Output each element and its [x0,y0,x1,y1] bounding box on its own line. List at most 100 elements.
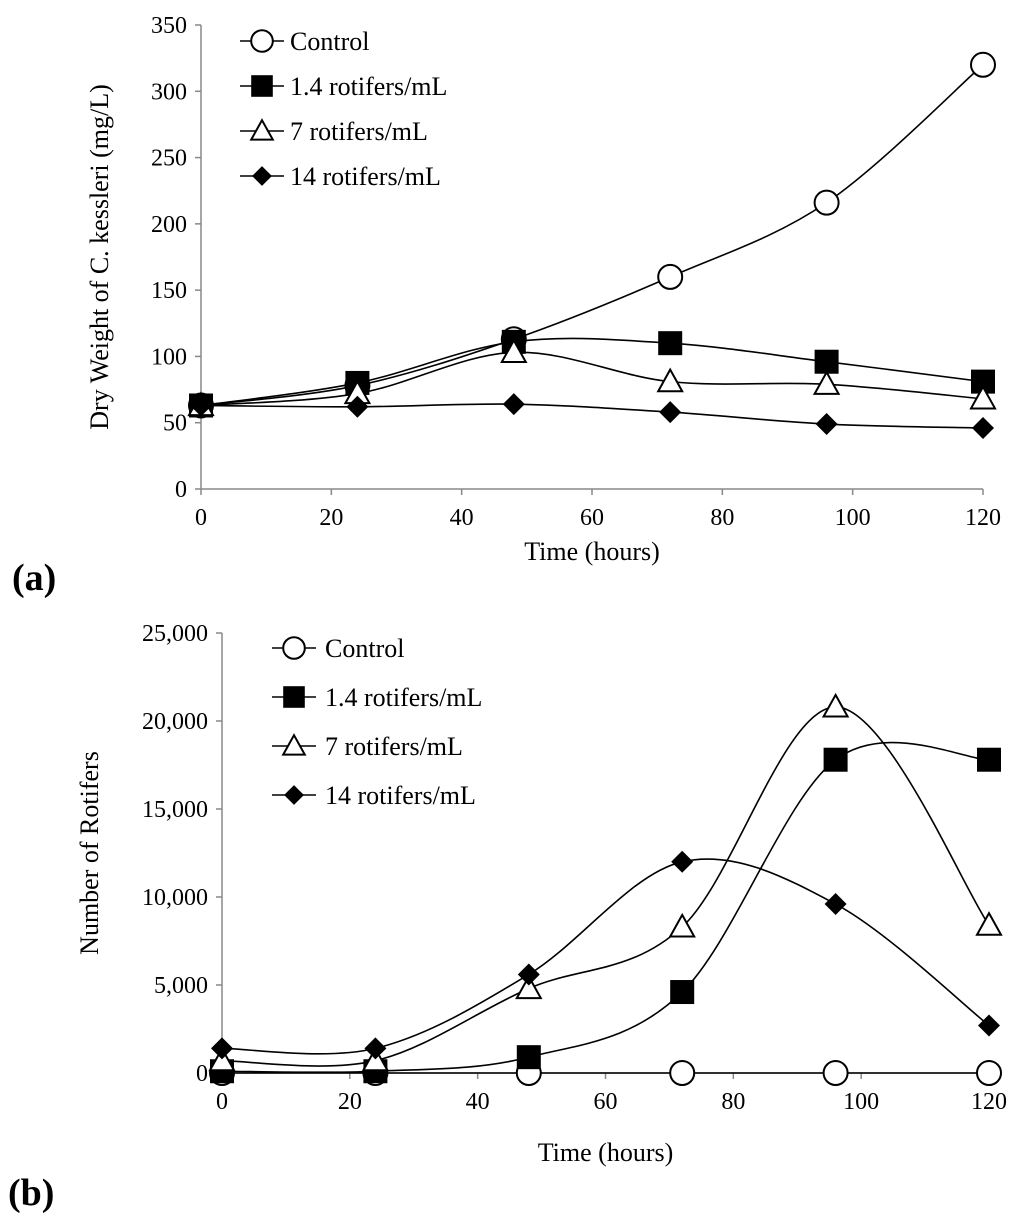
y-tick-label: 250 [151,146,187,172]
series-line [200,337,984,407]
series-line [200,403,984,429]
legend-label: 14 rotifers/mL [290,162,441,191]
y-tick-label: 5,000 [154,973,208,999]
data-point [515,974,543,1000]
data-point [656,367,684,393]
y-axis-label: Dry Weight of C. kessleri (mg/L) [85,84,114,429]
y-tick-label: 15,000 [142,797,208,823]
panel-label: (a) [12,557,56,599]
y-tick-label: 10,000 [142,885,208,911]
data-point [814,349,839,374]
y-axis-label: Number of Rotifers [75,751,104,955]
legend-marker [282,636,306,660]
data-point [975,911,1003,936]
data-point [658,331,683,356]
x-tick-label: 60 [594,1089,618,1115]
data-point [821,692,850,718]
legend: Control 1.4 rotifers/mL 7 rotifers/mL 14 ro… [240,27,447,191]
legend-marker [249,118,275,141]
y-tick-label: 20,000 [142,709,208,735]
series-2 [189,329,995,418]
data-point [812,370,841,395]
data-point [815,413,838,436]
data-point [823,747,848,772]
data-point [502,393,525,416]
panel-label: (b) [8,1172,54,1214]
legend-label: Control [290,27,369,56]
series-line [221,858,990,1055]
legend-label: 7 rotifers/mL [325,732,463,761]
legend-marker [250,29,274,53]
x-tick-label: 60 [580,505,604,531]
y-tick-label: 0 [196,1061,208,1087]
x-tick-label: 20 [319,505,343,531]
series-3 [208,692,1003,1072]
x-tick-label: 20 [338,1089,362,1115]
data-point [190,394,212,417]
legend: Control 1.4 rotifers/mL 7 rotifers/mL 14 ro… [272,634,482,810]
series-4 [211,850,1000,1060]
data-point [978,1014,1000,1037]
series-line [200,351,984,407]
x-tick-label: 40 [466,1089,490,1115]
data-point [516,1045,541,1070]
y-tick-label: 50 [163,411,187,437]
data-point [500,338,528,364]
legend-label: 14 rotifers/mL [325,781,476,810]
data-point [671,850,694,873]
data-point [211,1037,233,1060]
x-axis-label: Time (hours) [524,537,660,566]
series-4 [190,393,994,440]
legend-label: 1.4 rotifers/mL [325,683,482,712]
x-tick-label: 120 [971,1089,1007,1115]
chart-panel-2: 0 5,000 10,000 15,000 20,000 25,000 0 20 40 60 80 1… [8,621,1007,1214]
data-point [517,963,540,986]
data-point [976,1060,1002,1086]
x-tick-label: 120 [965,505,1001,531]
chart-panel-1: 0 50 100 150 200 250 300 350 0 20 40 60 80 100 120 Time… [12,13,1001,599]
x-tick-label: 80 [710,505,734,531]
data-point [361,1046,390,1072]
y-tick-label: 200 [151,212,187,238]
data-point [208,1046,236,1072]
legend-marker [252,166,272,186]
legend-label: Control [325,634,404,663]
data-point [972,417,994,440]
x-axis-label: Time (hours) [538,1138,674,1167]
y-tick-label: 0 [175,477,187,503]
legend-marker [281,733,307,756]
data-point [822,1060,849,1086]
y-tick-label: 150 [151,278,187,304]
series-1 [188,51,996,419]
data-point [657,263,684,290]
data-point [669,1060,696,1086]
data-point [813,189,840,216]
x-tick-label: 0 [216,1089,228,1115]
data-point [977,747,1001,772]
x-tick-label: 80 [721,1089,745,1115]
legend-marker [283,686,305,708]
data-point [970,51,996,78]
legend-label: 7 rotifers/mL [290,117,428,146]
data-point [346,395,369,418]
data-point [824,893,847,916]
data-point [670,980,695,1005]
legend-label: 1.4 rotifers/mL [290,72,447,101]
data-point [668,912,696,938]
series-3 [187,338,997,417]
data-point [969,384,997,410]
x-tick-label: 100 [835,505,871,531]
y-tick-label: 350 [151,13,187,39]
y-tick-label: 100 [151,344,187,370]
legend-marker [251,75,273,97]
x-tick-label: 0 [195,505,207,531]
series-1 [209,1060,1002,1086]
data-point [659,401,682,424]
x-tick-label: 40 [450,505,474,531]
legend-marker [284,785,304,805]
series-line [200,64,984,407]
x-tick-label: 100 [843,1089,879,1115]
y-tick-label: 25,000 [142,621,208,647]
data-point [364,1037,387,1060]
